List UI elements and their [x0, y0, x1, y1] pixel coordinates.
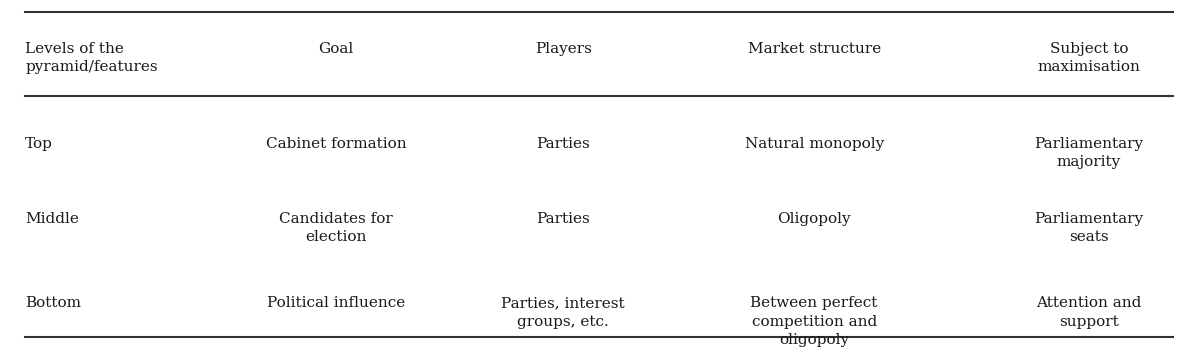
Text: Top: Top: [25, 137, 53, 151]
Text: Levels of the
pyramid/features: Levels of the pyramid/features: [25, 42, 158, 75]
Text: Goal: Goal: [319, 42, 353, 56]
Text: Middle: Middle: [25, 212, 79, 226]
Text: Oligopoly: Oligopoly: [778, 212, 851, 226]
Text: Political influence: Political influence: [267, 296, 405, 311]
Text: Between perfect
competition and
oligopoly: Between perfect competition and oligopol…: [750, 296, 878, 347]
Text: Parliamentary
majority: Parliamentary majority: [1035, 137, 1144, 170]
Text: Market structure: Market structure: [748, 42, 881, 56]
Text: Candidates for
election: Candidates for election: [279, 212, 393, 244]
Text: Parties: Parties: [537, 212, 591, 226]
Text: Bottom: Bottom: [25, 296, 81, 311]
Text: Subject to
maximisation: Subject to maximisation: [1037, 42, 1140, 75]
Text: Natural monopoly: Natural monopoly: [744, 137, 884, 151]
Text: Parties: Parties: [537, 137, 591, 151]
Text: Parties, interest
groups, etc.: Parties, interest groups, etc.: [501, 296, 625, 329]
Text: Players: Players: [534, 42, 592, 56]
Text: Cabinet formation: Cabinet formation: [266, 137, 406, 151]
Text: Attention and
support: Attention and support: [1036, 296, 1142, 329]
Text: Parliamentary
seats: Parliamentary seats: [1035, 212, 1144, 244]
